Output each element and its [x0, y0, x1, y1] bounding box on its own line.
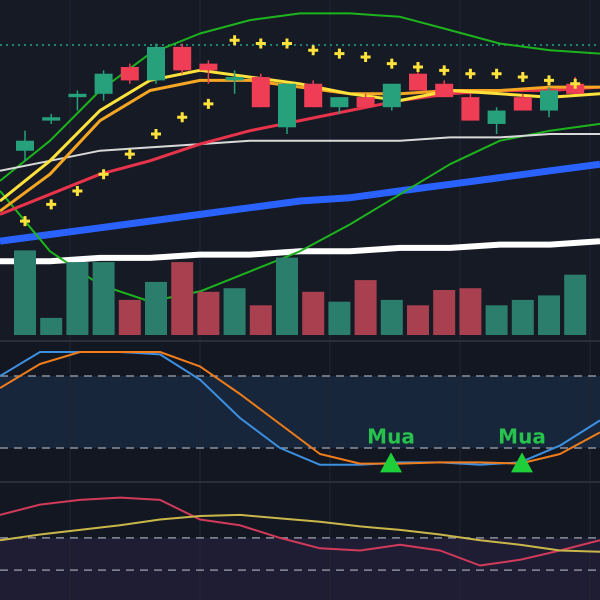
volume-bar	[118, 299, 141, 335]
candle-body	[435, 83, 454, 98]
candle-body	[566, 83, 585, 94]
volume-bar	[302, 291, 325, 335]
volume-bar	[249, 305, 272, 335]
indicator-line	[0, 68, 600, 203]
candle-body	[356, 97, 375, 108]
volume-bar	[485, 305, 508, 335]
marker	[544, 75, 554, 86]
buy-label: Mua	[498, 424, 546, 448]
marker	[203, 98, 214, 109]
candle-body	[540, 90, 558, 111]
volume-bar	[564, 274, 587, 335]
candle-body	[173, 46, 192, 71]
candle-body	[16, 140, 34, 151]
candle-body	[382, 83, 401, 108]
oscillator-band	[0, 376, 600, 448]
volume-bar	[380, 299, 403, 335]
marker	[413, 62, 423, 72]
marker	[491, 68, 502, 79]
candle-body	[487, 110, 506, 124]
marker	[20, 216, 30, 227]
volume-bar	[459, 288, 482, 335]
candle-body	[199, 63, 218, 71]
marker	[386, 58, 397, 69]
candle-body	[330, 97, 349, 108]
volume-bar	[407, 305, 429, 335]
marker	[308, 45, 319, 56]
oscillator-line	[0, 513, 600, 553]
marker	[72, 185, 83, 196]
candle-body	[251, 77, 270, 108]
oscillator-line	[0, 496, 600, 567]
volume-bar	[92, 262, 115, 335]
marker	[229, 35, 240, 46]
candle-body	[94, 73, 113, 94]
buy-marker	[511, 452, 533, 473]
indicator-line	[0, 160, 600, 245]
marker	[124, 149, 135, 160]
volume-bar	[145, 281, 167, 335]
volume-bar	[66, 262, 89, 335]
marker	[517, 72, 528, 83]
indicator-band	[0, 538, 600, 600]
candle-body	[278, 83, 296, 128]
marker	[360, 51, 371, 62]
marker	[334, 48, 345, 59]
volume-bar	[197, 291, 220, 335]
marker	[570, 78, 581, 89]
candle-body	[409, 73, 427, 91]
marker	[255, 38, 266, 49]
candle-body	[304, 83, 323, 108]
marker	[465, 68, 476, 79]
marker	[177, 112, 188, 123]
volume-bar	[511, 299, 534, 335]
candle-body	[225, 77, 244, 81]
marker	[282, 38, 292, 49]
buy-marker	[380, 452, 402, 473]
price-pane	[0, 0, 600, 340]
volume-bar	[354, 280, 377, 335]
indicator-line	[0, 78, 600, 213]
candle-body	[120, 67, 139, 81]
volume-bar	[223, 288, 246, 335]
candle-body	[461, 97, 480, 121]
candle-body	[147, 46, 165, 81]
oscillator-line	[0, 351, 600, 465]
candle-body	[513, 97, 532, 111]
volume-bar	[14, 250, 36, 335]
indicator-line	[0, 133, 600, 172]
volume-bar	[171, 262, 194, 335]
volume-bar	[433, 290, 456, 335]
volume-bar	[40, 317, 63, 335]
marker	[151, 129, 161, 139]
volume-bar	[328, 301, 351, 335]
candle-body	[42, 117, 61, 121]
marker	[439, 65, 450, 76]
volume-bar	[276, 257, 298, 335]
marker	[46, 199, 57, 210]
candle-body	[68, 93, 87, 98]
buy-label: Mua	[367, 424, 415, 448]
volume-bar	[538, 295, 560, 335]
marker	[98, 169, 109, 180]
